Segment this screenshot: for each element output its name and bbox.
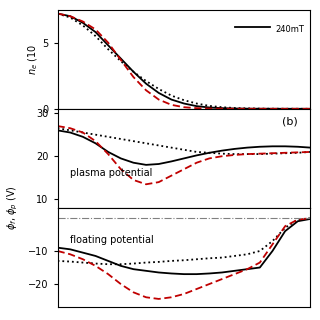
Y-axis label: $n_e$ (10: $n_e$ (10 <box>26 44 40 75</box>
Text: (b): (b) <box>282 117 298 127</box>
Text: $\phi_f$, $\phi_p$ (V): $\phi_f$, $\phi_p$ (V) <box>5 186 20 230</box>
Text: plasma potential: plasma potential <box>70 168 153 178</box>
Text: 240mT: 240mT <box>275 25 304 34</box>
Text: floating potential: floating potential <box>70 235 154 245</box>
